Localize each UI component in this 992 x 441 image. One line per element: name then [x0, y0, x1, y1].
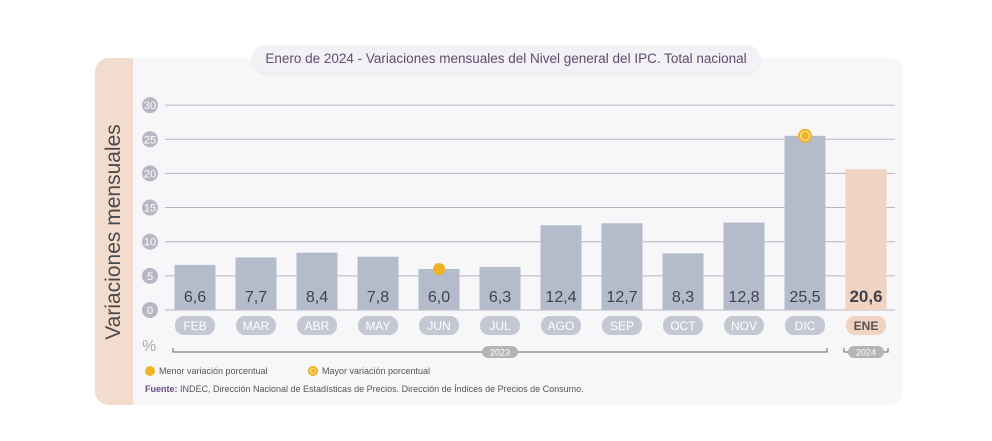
bar-sep	[601, 223, 643, 310]
bar-feb	[174, 264, 216, 310]
bar-jun	[418, 269, 460, 310]
x-tick-label: AGO	[548, 319, 575, 333]
y-tick-badge	[142, 199, 158, 216]
x-tick-label: SEP	[610, 319, 634, 333]
value-label: 7,7	[245, 289, 267, 306]
month-pill	[541, 316, 581, 335]
month-pill	[724, 316, 764, 335]
source-label: Fuente:	[145, 384, 178, 394]
y-tick-label: 10	[144, 237, 156, 249]
x-tick-label: OCT	[670, 319, 696, 333]
x-tick-label: JUN	[427, 319, 450, 333]
value-label: 20,6	[849, 287, 882, 306]
y-tick-badge	[142, 302, 158, 318]
source-note: Fuente: INDEC, Dirección Nacional de Est…	[145, 384, 584, 394]
group-pill	[482, 346, 518, 358]
bar-ago	[540, 225, 582, 310]
ylabel-strip	[95, 58, 133, 405]
legend-min: Menor variación porcentual	[145, 366, 268, 376]
value-label: 25,5	[789, 289, 820, 306]
min-marker-icon	[145, 366, 155, 376]
group-label: 2023	[490, 348, 510, 358]
max-marker-ring	[799, 130, 811, 141]
value-label: 8,4	[306, 289, 328, 306]
value-label: 12,7	[606, 289, 637, 306]
x-tick-label: DIC	[795, 319, 816, 333]
value-label: 7,8	[367, 289, 389, 306]
title-text: Variaciones mensuales del Nivel general …	[365, 51, 747, 66]
month-pill	[846, 316, 886, 335]
value-label: 6,6	[184, 289, 206, 306]
legend-max-label: Mayor variación porcentual	[322, 366, 431, 376]
month-pill	[236, 316, 276, 335]
month-pill	[663, 316, 703, 335]
value-label: 8,3	[672, 289, 694, 306]
group-label: 2024	[856, 348, 876, 358]
group-pill	[848, 346, 884, 358]
x-tick-label: ENE	[854, 319, 879, 333]
y-tick-badge	[142, 233, 158, 250]
value-label: 12,4	[545, 289, 576, 306]
y-tick-label: 15	[144, 203, 156, 215]
month-pill	[297, 316, 337, 335]
source-text: INDEC, Dirección Nacional de Estadística…	[177, 384, 584, 394]
x-tick-label: NOV	[731, 319, 757, 333]
chart-title: Enero de 2024 - Variaciones mensuales de…	[252, 45, 760, 73]
x-tick-label: JUL	[489, 319, 511, 333]
bar-jul	[479, 266, 521, 310]
month-pill	[480, 316, 520, 335]
x-tick-label: MAY	[365, 319, 390, 333]
legend-max: Mayor variación porcentual	[308, 366, 430, 376]
y-tick-label: 20	[144, 168, 156, 180]
min-marker	[433, 263, 445, 276]
y-tick-label: 25	[144, 134, 156, 146]
bar-may	[357, 256, 399, 310]
value-label: 12,8	[728, 289, 759, 306]
y-tick-label: 5	[147, 271, 153, 283]
max-marker-icon	[308, 366, 318, 376]
legend-min-label: Menor variación porcentual	[159, 366, 268, 376]
unit-label: %	[142, 338, 157, 355]
bar-ene	[845, 169, 887, 310]
month-pill	[175, 316, 215, 335]
y-tick-badge	[142, 165, 158, 182]
month-pill	[602, 316, 642, 335]
bar-nov	[723, 222, 765, 310]
y-tick-badge	[142, 131, 158, 148]
bar-mar	[235, 257, 277, 310]
x-tick-label: MAR	[243, 319, 270, 333]
month-pill	[419, 316, 459, 335]
bar-dic	[784, 135, 826, 310]
bar-oct	[662, 253, 704, 310]
y-tick-label: 0	[147, 305, 153, 317]
title-prefix: Enero de 2024	[265, 51, 354, 66]
x-tick-label: FEB	[183, 319, 206, 333]
bar-abr	[296, 252, 338, 310]
y-tick-badge	[142, 267, 158, 284]
value-label: 6,3	[489, 289, 511, 306]
value-label: 6,0	[428, 289, 450, 306]
month-pill	[785, 316, 825, 335]
y-tick-label: 30	[144, 100, 156, 112]
x-tick-label: ABR	[305, 319, 330, 333]
month-pill	[358, 316, 398, 335]
y-tick-badge	[142, 97, 158, 114]
